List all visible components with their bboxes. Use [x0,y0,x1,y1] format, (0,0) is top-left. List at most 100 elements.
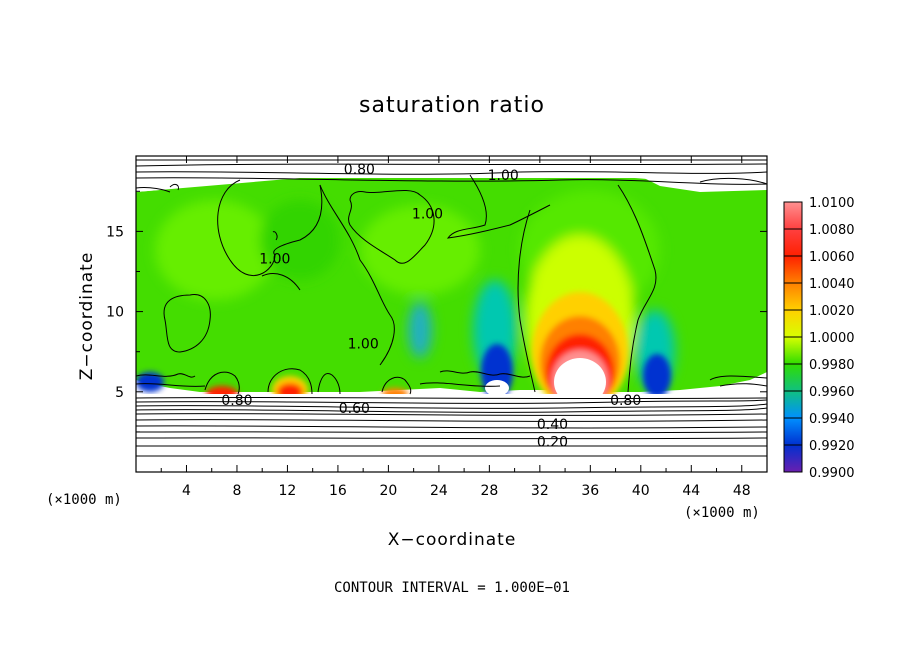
contour-line [217,179,323,277]
colorbar-label: 0.9900 [809,466,855,481]
x-tick-label: 12 [279,483,297,499]
contour-line [204,371,240,395]
colorbar-segment [784,418,802,445]
colorbar-label: 1.0060 [809,250,855,265]
colorbar-label: 1.0020 [809,304,855,319]
contour-line [136,403,767,409]
colorbar-segment [784,310,802,337]
contour-line [699,177,767,185]
plot-area [136,156,767,472]
contour-label: 0.80 [221,393,252,409]
contour-line [719,383,767,387]
contour-line [136,399,767,404]
colorbar-label: 1.0080 [809,223,855,238]
contour-label: 0.20 [537,435,568,451]
contour-line [136,425,767,429]
colorbar-label: 0.9960 [809,385,855,400]
contour-line [136,373,196,378]
contour-line [419,382,501,387]
contour-line [317,373,341,395]
y-axis: 5 10 15 [106,190,767,433]
colorbar-label: 0.9980 [809,358,855,373]
y-tick-label: 10 [106,305,124,321]
contour-line [136,431,767,434]
contour-label: 0.40 [537,417,568,433]
x-tick-label: 48 [733,483,751,499]
colorbar-segment [784,364,802,391]
contour-line [267,368,313,395]
y-tick-label: 5 [115,385,124,401]
contour-line [136,171,767,175]
x-tick-label: 24 [430,483,448,499]
colorbar-label: 0.9940 [809,412,855,427]
x-tick-label: 44 [682,483,700,499]
contour-line [261,273,301,291]
chart-title: saturation ratio [359,93,545,118]
x-axis: 4 8 12 16 20 24 28 32 36 40 44 48 [160,156,751,499]
colorbar-segment [784,445,802,472]
y-tick-label: 15 [106,224,124,240]
contour-line [136,396,767,400]
colorbar-segment [784,337,802,364]
field-patch-blue [643,354,671,398]
contour-line [136,419,767,422]
contour-line [517,209,536,393]
contour-line [163,294,211,353]
contour-label: 1.00 [412,207,443,223]
x-tick-label: 8 [232,483,241,499]
contour-line [136,383,206,387]
x-axis-label: X−coordinate [388,530,517,550]
contour-label: 0.80 [344,162,375,178]
colorbar-label: 1.0000 [809,331,855,346]
contour-label: 1.00 [348,337,379,353]
colorbar-label: 1.0040 [809,277,855,292]
contour-line [709,375,767,381]
contour-interval-note: CONTOUR INTERVAL = 1.000E−01 [334,580,570,596]
x-tick-label: 32 [531,483,549,499]
field-patch-blue [136,372,164,392]
contour-lines [136,159,767,457]
contour-line [136,407,767,413]
colorbar-segment [784,391,802,418]
contour-line [136,177,767,185]
x-axis-unit: (×1000 m) [684,505,760,521]
contour-line [136,413,767,416]
contour-line [617,184,657,393]
x-tick-label: 28 [480,483,498,499]
contour-line [136,437,767,440]
y-axis-unit: (×1000 m) [46,492,122,508]
contour-label: 1.00 [259,252,290,268]
field-patch-white [485,380,509,396]
contour-line [439,370,531,378]
colorbar-label: 0.9920 [809,439,855,454]
x-tick-label: 20 [379,483,397,499]
field-patch-cyan [408,302,432,358]
upper-dry-layer-edge [640,176,767,192]
x-tick-label: 40 [632,483,650,499]
contour-label: 0.80 [610,393,641,409]
contour-line [381,376,412,395]
contour-line [169,183,179,191]
contour-line [348,189,435,264]
x-tick-label: 16 [329,483,347,499]
contour-line [272,231,278,241]
colorbar-segment [784,256,802,283]
colorbar: 1.0100 1.0080 1.0060 1.0040 1.0020 1.0000 0.99… [783,196,855,481]
field-patch-lightgreen [155,200,275,300]
contour-line [136,163,767,167]
colorbar-label: 1.0100 [809,196,855,211]
contour-label: 0.60 [339,401,370,417]
colorbar-segment [784,229,802,256]
colorbar-segment [784,283,802,310]
contour-label: 1.00 [488,168,519,184]
x-tick-label: 36 [581,483,599,499]
upper-dry-layer [136,156,767,178]
contour-labels: 0.80 1.00 1.00 1.00 1.00 0.80 0.60 0.40 0.20 0.80 [221,162,641,451]
plot-frame [135,155,768,473]
contour-line [136,187,171,193]
y-axis-label: Z−coordinate [77,252,97,381]
contour-line [319,184,395,366]
colorbar-segment [784,202,802,229]
x-tick-label: 4 [182,483,191,499]
